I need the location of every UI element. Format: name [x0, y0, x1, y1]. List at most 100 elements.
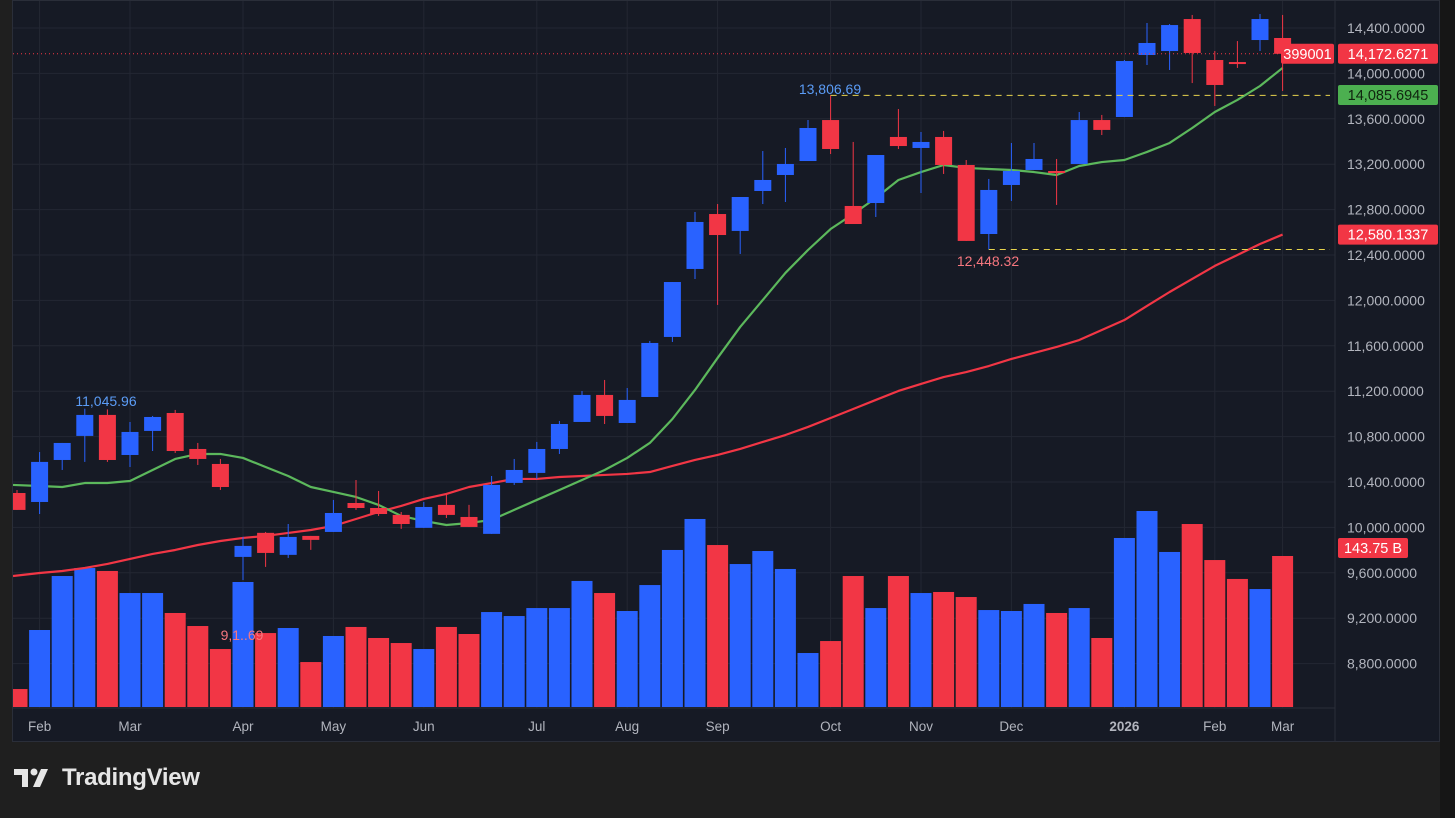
- volume-bar: [187, 626, 209, 707]
- tradingview-logo[interactable]: TradingView: [14, 764, 200, 792]
- volume-bar: [933, 591, 955, 707]
- candle[interactable]: [234, 536, 252, 580]
- candle[interactable]: [822, 95, 840, 154]
- candle[interactable]: [460, 504, 478, 527]
- candle[interactable]: [1183, 14, 1201, 84]
- candle[interactable]: [1070, 111, 1088, 164]
- plot-area[interactable]: 11,045.96 13,806.69 12,448.32 9,1..69: [7, 1, 1336, 708]
- candle[interactable]: [776, 147, 794, 202]
- volume-bar: [1226, 578, 1248, 707]
- candle[interactable]: [1206, 51, 1224, 106]
- candle[interactable]: [980, 178, 998, 250]
- x-tick-label: May: [321, 719, 347, 734]
- candle-body: [1025, 158, 1043, 170]
- high-annotation: 11,045.96: [75, 393, 136, 409]
- candle[interactable]: [1161, 24, 1179, 70]
- candle[interactable]: [596, 379, 614, 425]
- candle[interactable]: [76, 408, 94, 462]
- candle-body: [1228, 62, 1246, 65]
- candle[interactable]: [302, 535, 320, 550]
- volume-bar: [413, 649, 435, 707]
- x-tick-label: Mar: [1271, 719, 1295, 734]
- candle[interactable]: [211, 458, 229, 490]
- candle[interactable]: [935, 130, 953, 174]
- volume-bar: [1046, 612, 1068, 707]
- candle[interactable]: [1138, 23, 1156, 66]
- candle[interactable]: [731, 197, 749, 254]
- candle[interactable]: [663, 282, 681, 342]
- candle[interactable]: [573, 390, 591, 422]
- candle-body: [415, 506, 433, 528]
- volume-bar: [1136, 510, 1158, 707]
- candle[interactable]: [9, 489, 26, 510]
- candle[interactable]: [144, 415, 162, 452]
- candle-body: [302, 535, 320, 540]
- candle-body: [437, 504, 455, 515]
- candle[interactable]: [166, 409, 184, 453]
- candle[interactable]: [121, 421, 139, 468]
- candle[interactable]: [392, 511, 410, 529]
- candle[interactable]: [957, 160, 975, 241]
- last-price-badge-text: 14,172.6271: [1348, 47, 1429, 63]
- volume-badge-text: 143.75 B: [1344, 541, 1402, 557]
- ma-slow-price-badge: 12,580.1337: [1338, 224, 1438, 245]
- candle[interactable]: [1228, 41, 1246, 68]
- candle[interactable]: [98, 409, 116, 462]
- candle[interactable]: [686, 211, 704, 279]
- candle-body: [641, 342, 659, 397]
- candle[interactable]: [324, 499, 342, 532]
- candle[interactable]: [618, 388, 636, 423]
- candle-body: [912, 141, 930, 148]
- x-tick-label: Jul: [528, 719, 545, 734]
- volume-bar: [910, 593, 932, 707]
- candle[interactable]: [867, 155, 885, 217]
- candle-body: [257, 532, 275, 553]
- tradingview-logo-icon: [14, 768, 48, 787]
- candle[interactable]: [1093, 114, 1111, 136]
- price-tick-label: 14,400.0000: [1347, 20, 1425, 36]
- candle[interactable]: [279, 523, 297, 558]
- candle-body: [776, 163, 794, 175]
- candle[interactable]: [1115, 60, 1133, 117]
- candle[interactable]: [370, 490, 388, 516]
- high-annotation: 13,806.69: [799, 81, 861, 97]
- candle[interactable]: [754, 151, 772, 205]
- candle[interactable]: [505, 458, 523, 485]
- candle[interactable]: [53, 442, 71, 470]
- x-tick-label: Feb: [28, 719, 51, 734]
- candle[interactable]: [347, 479, 365, 510]
- candle-body: [1206, 60, 1224, 85]
- candle-body: [799, 127, 817, 162]
- candle[interactable]: [912, 131, 930, 194]
- candle[interactable]: [550, 420, 568, 454]
- price-tick-label: 10,400.0000: [1347, 474, 1425, 490]
- volume-bar: [29, 630, 51, 707]
- candle[interactable]: [1025, 142, 1043, 170]
- candle[interactable]: [415, 501, 433, 528]
- candle[interactable]: [1048, 158, 1066, 205]
- volume-bar: [368, 637, 390, 707]
- volume-bar: [255, 633, 277, 707]
- candle[interactable]: [31, 452, 49, 515]
- candle[interactable]: [437, 493, 455, 518]
- candle[interactable]: [1002, 142, 1020, 201]
- candle[interactable]: [189, 442, 207, 465]
- ma-slow-line: [13, 233, 1284, 578]
- candle-body: [1115, 61, 1133, 117]
- candle[interactable]: [844, 141, 862, 225]
- volume-bar: [458, 633, 480, 707]
- volume-bar: [74, 568, 96, 707]
- candle[interactable]: [709, 204, 727, 305]
- price-tick-label: 10,000.0000: [1347, 519, 1425, 535]
- candle-body: [980, 189, 998, 235]
- candle[interactable]: [528, 441, 546, 479]
- candle[interactable]: [799, 120, 817, 162]
- low-annotation: 12,448.32: [957, 253, 1019, 269]
- candle[interactable]: [483, 475, 501, 534]
- candle[interactable]: [889, 109, 907, 149]
- candle[interactable]: [257, 531, 275, 567]
- candle[interactable]: [1251, 14, 1269, 52]
- candle-body: [1093, 120, 1111, 130]
- candle[interactable]: [641, 340, 659, 397]
